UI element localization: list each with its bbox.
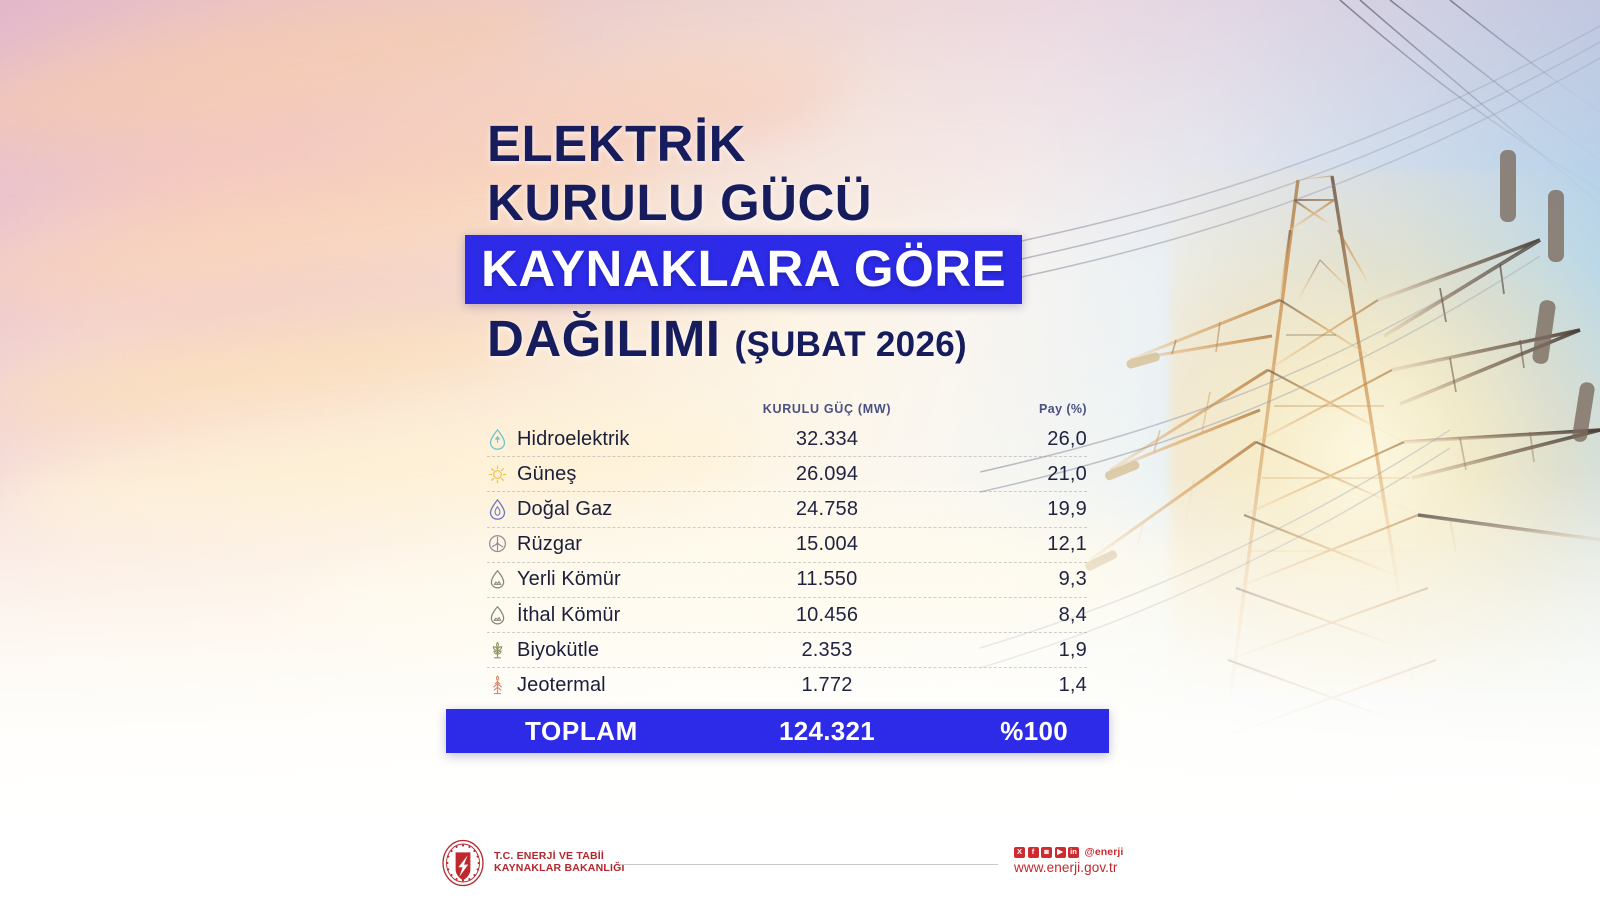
wind-turbine-icon <box>489 535 506 553</box>
footer-divider <box>620 864 998 866</box>
row-capacity-cell: 26.094 <box>795 462 859 485</box>
row-share-cell: 1,4 <box>1058 674 1087 697</box>
title-line-1: ELEKTRİK <box>487 115 746 172</box>
youtube-icon[interactable]: ▶ <box>1054 846 1066 858</box>
row-capacity-cell: 32.334 <box>795 427 859 450</box>
coal-icon <box>490 570 505 589</box>
total-row: TOPLAM 124.321 %100 <box>446 709 1109 753</box>
title-line-4: DAĞILIMI <box>487 310 721 367</box>
linkedin-icon[interactable]: in <box>1068 846 1079 858</box>
title-line-4-row: DAĞILIMI (ŞUBAT 2026) <box>487 313 1107 365</box>
page-footer: T.C. ENERJİ VE TABİİ KAYNAKLAR BAKANLIĞI… <box>0 825 1600 900</box>
row-share-cell: 1,9 <box>1058 638 1087 661</box>
row-source-cell: Yerli Kömür <box>487 568 717 591</box>
row-source-label: Doğal Gaz <box>517 497 613 520</box>
row-share-cell: 12,1 <box>1047 533 1087 556</box>
page-title: ELEKTRİK KURULU GÜCÜ KAYNAKLARA GÖRE DAĞ… <box>465 115 1107 365</box>
table-row: Rüzgar 15.004 12,1 <box>487 528 1087 563</box>
row-capacity-cell: 24.758 <box>795 497 859 520</box>
title-line-2: KURULU GÜCÜ <box>487 174 873 231</box>
row-source-label: Yerli Kömür <box>517 568 621 591</box>
row-capacity-cell: 1.772 <box>801 674 853 697</box>
ministry-line-1: T.C. ENERJİ VE TABİİ <box>494 850 604 863</box>
row-source-cell: Doğal Gaz <box>487 498 717 521</box>
total-share: %100 <box>1000 715 1068 746</box>
row-source-cell: Hidroelektrik <box>487 428 717 451</box>
table-row: Güneş 26.094 21,0 <box>487 457 1087 493</box>
row-source-cell: Biyokütle <box>487 639 717 662</box>
facebook-icon[interactable]: f <box>1027 846 1039 858</box>
row-source-label: Jeotermal <box>517 674 606 697</box>
title-period: (ŞUBAT 2026) <box>734 325 967 364</box>
ministry-line-2: KAYNAKLAR BAKANLIĞI <box>494 862 625 874</box>
row-capacity-cell: 10.456 <box>795 603 859 626</box>
ministry-name: T.C. ENERJİ VE TABİİ KAYNAKLAR BAKANLIĞI <box>494 850 625 875</box>
row-share-cell: 19,9 <box>1047 497 1087 520</box>
social-block: X f ◙ ▶ in @enerji www.enerji.gov.tr <box>1014 846 1123 875</box>
row-source-cell: Jeotermal <box>487 674 717 697</box>
header-capacity: KURULU GÜÇ (MW) <box>762 402 892 416</box>
row-source-label: Biyokütle <box>517 638 600 661</box>
table-row: Yerli Kömür 11.550 9,3 <box>487 563 1087 598</box>
title-highlight-bar: KAYNAKLARA GÖRE <box>465 235 1023 304</box>
instagram-icon[interactable]: ◙ <box>1041 846 1052 858</box>
row-capacity-cell: 11.550 <box>796 568 858 591</box>
row-source-label: Rüzgar <box>517 533 583 556</box>
table-row: Doğal Gaz 24.758 19,9 <box>487 492 1087 528</box>
website-url[interactable]: www.enerji.gov.tr <box>1014 860 1118 875</box>
table-header-row: KURULU GÜÇ (MW) Pay (%) <box>487 396 1087 422</box>
total-capacity: 124.321 <box>778 715 876 746</box>
row-source-label: Hidroelektrik <box>517 427 630 450</box>
table-row: Jeotermal 1.772 1,4 <box>487 668 1087 703</box>
total-label: TOPLAM <box>525 715 638 746</box>
x-icon[interactable]: X <box>1014 846 1025 858</box>
row-capacity-cell: 15.004 <box>795 533 859 556</box>
capacity-table: KURULU GÜÇ (MW) Pay (%) Hidroelektrik 32… <box>487 396 1087 704</box>
row-share-cell: 8,4 <box>1058 603 1087 626</box>
title-line-3: KAYNAKLARA GÖRE <box>481 240 1007 297</box>
ministry-logo: T.C. ENERJİ VE TABİİ KAYNAKLAR BAKANLIĞI <box>441 839 625 887</box>
table-row: Hidroelektrik 32.334 26,0 <box>487 422 1087 458</box>
row-source-cell: İthal Kömür <box>487 604 717 627</box>
row-source-cell: Güneş <box>487 463 717 486</box>
gas-flame-icon <box>489 498 506 520</box>
geothermal-icon <box>493 675 502 695</box>
social-icons-row: X f ◙ ▶ in @enerji <box>1014 846 1123 858</box>
row-share-cell: 26,0 <box>1047 427 1087 450</box>
row-source-label: İthal Kömür <box>517 603 621 626</box>
ministry-seal-icon <box>442 839 484 887</box>
row-capacity-cell: 2.353 <box>801 638 853 661</box>
row-share-cell: 21,0 <box>1047 462 1087 485</box>
coal-icon <box>490 605 505 625</box>
header-share: Pay (%) <box>1039 402 1087 416</box>
row-source-label: Güneş <box>517 462 577 485</box>
table-row: Biyokütle 2.353 1,9 <box>487 633 1087 669</box>
social-handle: @enerji <box>1084 846 1124 858</box>
row-share-cell: 9,3 <box>1058 568 1087 591</box>
bottom-haze <box>0 470 1600 830</box>
sun-icon <box>488 465 507 484</box>
table-row: İthal Kömür 10.456 8,4 <box>487 598 1087 634</box>
row-source-cell: Rüzgar <box>487 533 717 556</box>
biomass-icon <box>492 641 503 659</box>
water-drop-icon <box>489 428 506 450</box>
